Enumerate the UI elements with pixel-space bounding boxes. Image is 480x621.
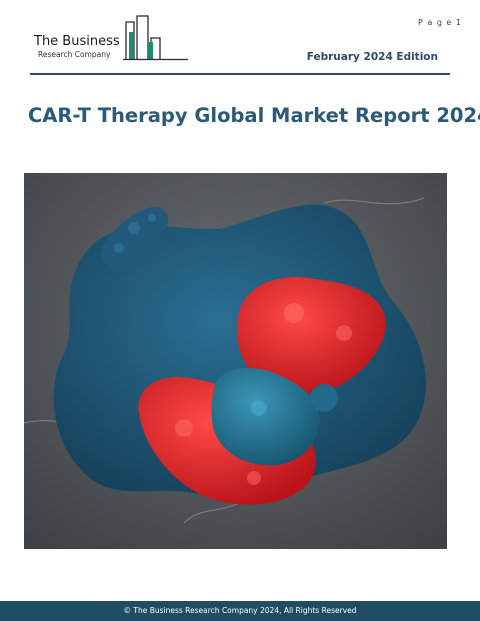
cell-micrograph-image: [24, 173, 447, 549]
report-title: CAR-T Therapy Global Market Report 2024: [28, 104, 480, 127]
edition-label: February 2024 Edition: [306, 51, 438, 63]
logo-bars-icon: [123, 15, 188, 61]
logo-name: The Business: [34, 34, 120, 49]
footer-copyright: © The Business Research Company 2024, Al…: [0, 601, 480, 621]
page-number: P a g e 1: [418, 18, 462, 27]
cover-image: [24, 173, 447, 549]
logo-subname: Research Company: [38, 50, 111, 59]
header-divider: [30, 73, 450, 75]
company-logo: The Business Research Company: [30, 12, 190, 62]
